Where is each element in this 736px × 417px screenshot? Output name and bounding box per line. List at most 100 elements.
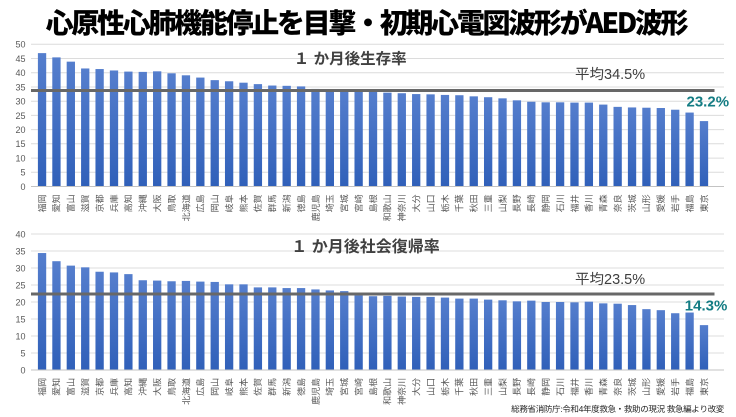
svg-text:島根: 島根 (368, 378, 378, 396)
svg-text:長野: 長野 (512, 194, 522, 212)
svg-text:40: 40 (15, 229, 25, 239)
svg-text:0: 0 (20, 365, 25, 375)
svg-text:奈良: 奈良 (613, 194, 623, 212)
svg-text:5: 5 (20, 168, 25, 178)
svg-text:山口: 山口 (426, 194, 436, 212)
svg-text:石川: 石川 (555, 194, 565, 212)
svg-text:長野: 長野 (512, 378, 522, 396)
svg-text:長崎: 長崎 (527, 194, 537, 212)
svg-text:30: 30 (15, 97, 25, 107)
svg-text:和歌山: 和歌山 (383, 194, 393, 221)
svg-text:岩手: 岩手 (671, 378, 681, 396)
svg-text:徳島: 徳島 (296, 194, 306, 212)
svg-text:23.2%: 23.2% (687, 94, 730, 111)
svg-text:山口: 山口 (426, 378, 436, 396)
svg-text:北海道: 北海道 (181, 194, 191, 221)
svg-text:茨城: 茨城 (627, 194, 637, 212)
svg-text:東京: 東京 (699, 378, 709, 396)
svg-text:山形: 山形 (642, 378, 652, 396)
svg-text:山形: 山形 (642, 194, 652, 212)
svg-text:10: 10 (15, 154, 25, 164)
svg-text:沖縄: 沖縄 (138, 378, 148, 396)
svg-text:東京: 東京 (699, 194, 709, 212)
svg-text:香川: 香川 (584, 194, 594, 212)
svg-text:奈良: 奈良 (613, 378, 623, 396)
svg-text:鹿児島: 鹿児島 (311, 378, 321, 405)
svg-text:山梨: 山梨 (498, 378, 508, 396)
svg-text:静岡: 静岡 (541, 194, 551, 212)
svg-text:宮崎: 宮崎 (354, 194, 364, 212)
svg-text:平均23.5%: 平均23.5% (575, 271, 645, 288)
svg-text:茨城: 茨城 (627, 378, 637, 396)
svg-text:鳥取: 鳥取 (167, 194, 177, 212)
svg-text:大阪: 大阪 (152, 194, 162, 212)
svg-text:石川: 石川 (555, 378, 565, 396)
svg-text:広島: 広島 (196, 378, 206, 396)
svg-text:沖縄: 沖縄 (138, 194, 148, 212)
svg-text:大阪: 大阪 (152, 378, 162, 396)
svg-text:5: 5 (20, 348, 25, 358)
svg-text:岡山: 岡山 (210, 194, 220, 212)
svg-text:10: 10 (15, 331, 25, 341)
svg-text:徳島: 徳島 (296, 378, 306, 396)
svg-text:青森: 青森 (599, 378, 609, 396)
svg-text:神奈川: 神奈川 (397, 194, 407, 221)
svg-text:三重: 三重 (483, 378, 493, 396)
svg-text:岩手: 岩手 (671, 194, 681, 212)
svg-text:北海道: 北海道 (181, 378, 191, 405)
svg-text:愛知: 愛知 (52, 194, 62, 212)
svg-text:鳥取: 鳥取 (167, 378, 177, 396)
svg-text:秋田: 秋田 (469, 378, 479, 396)
svg-text:福岡: 福岡 (37, 194, 47, 212)
svg-text:兵庫: 兵庫 (109, 378, 119, 396)
svg-text:50: 50 (15, 40, 25, 50)
svg-text:佐賀: 佐賀 (253, 194, 263, 212)
svg-text:千葉: 千葉 (454, 378, 465, 396)
svg-text:富山: 富山 (66, 194, 76, 212)
svg-text:愛知: 愛知 (52, 378, 62, 396)
svg-text:熊本: 熊本 (238, 378, 249, 396)
svg-text:25: 25 (15, 280, 25, 290)
svg-text:１ か月後社会復帰率: １ か月後社会復帰率 (291, 238, 439, 256)
svg-text:群馬: 群馬 (268, 378, 278, 396)
svg-text:14.3%: 14.3% (685, 298, 728, 315)
svg-text:15: 15 (15, 139, 25, 149)
svg-text:青森: 青森 (599, 194, 609, 212)
svg-text:島根: 島根 (368, 194, 378, 212)
svg-text:新潟: 新潟 (282, 378, 292, 396)
svg-text:山梨: 山梨 (498, 194, 508, 212)
svg-text:栃木: 栃木 (440, 194, 450, 212)
svg-text:神奈川: 神奈川 (397, 378, 407, 405)
svg-text:三重: 三重 (483, 194, 493, 212)
svg-text:千葉: 千葉 (454, 194, 465, 212)
svg-text:20: 20 (15, 125, 25, 135)
svg-text:１ か月後生存率: １ か月後生存率 (294, 50, 407, 68)
svg-text:福岡: 福岡 (37, 378, 47, 396)
svg-text:滋賀: 滋賀 (81, 194, 91, 212)
svg-text:群馬: 群馬 (268, 194, 278, 212)
svg-text:福島: 福島 (685, 194, 695, 212)
svg-text:40: 40 (15, 68, 25, 78)
svg-text:埼玉: 埼玉 (325, 378, 335, 396)
svg-text:福島: 福島 (685, 378, 695, 396)
svg-text:富山: 富山 (66, 378, 76, 396)
svg-text:20: 20 (15, 297, 25, 307)
svg-text:静岡: 静岡 (541, 378, 551, 396)
svg-text:兵庫: 兵庫 (109, 194, 119, 212)
svg-text:福井: 福井 (570, 194, 580, 212)
svg-text:京都: 京都 (95, 378, 105, 396)
svg-text:岐阜: 岐阜 (224, 194, 234, 212)
svg-text:愛媛: 愛媛 (656, 194, 666, 212)
svg-text:宮崎: 宮崎 (354, 378, 364, 396)
svg-text:京都: 京都 (95, 194, 105, 212)
svg-text:岡山: 岡山 (210, 378, 220, 396)
svg-text:35: 35 (15, 246, 25, 256)
svg-text:25: 25 (15, 111, 25, 121)
svg-text:佐賀: 佐賀 (253, 378, 263, 396)
svg-text:大分: 大分 (411, 194, 421, 212)
svg-text:長崎: 長崎 (527, 378, 537, 396)
svg-text:秋田: 秋田 (469, 194, 479, 212)
svg-text:栃木: 栃木 (440, 378, 450, 396)
svg-text:香川: 香川 (584, 378, 594, 396)
svg-text:福井: 福井 (570, 378, 580, 396)
